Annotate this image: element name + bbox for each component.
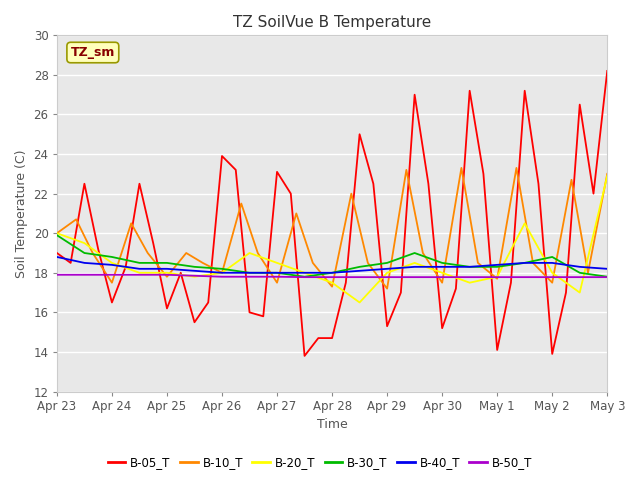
Title: TZ SoilVue B Temperature: TZ SoilVue B Temperature <box>233 15 431 30</box>
Legend: B-05_T, B-10_T, B-20_T, B-30_T, B-40_T, B-50_T: B-05_T, B-10_T, B-20_T, B-30_T, B-40_T, … <box>103 452 537 474</box>
Y-axis label: Soil Temperature (C): Soil Temperature (C) <box>15 149 28 277</box>
Text: TZ_sm: TZ_sm <box>70 46 115 59</box>
X-axis label: Time: Time <box>317 419 348 432</box>
